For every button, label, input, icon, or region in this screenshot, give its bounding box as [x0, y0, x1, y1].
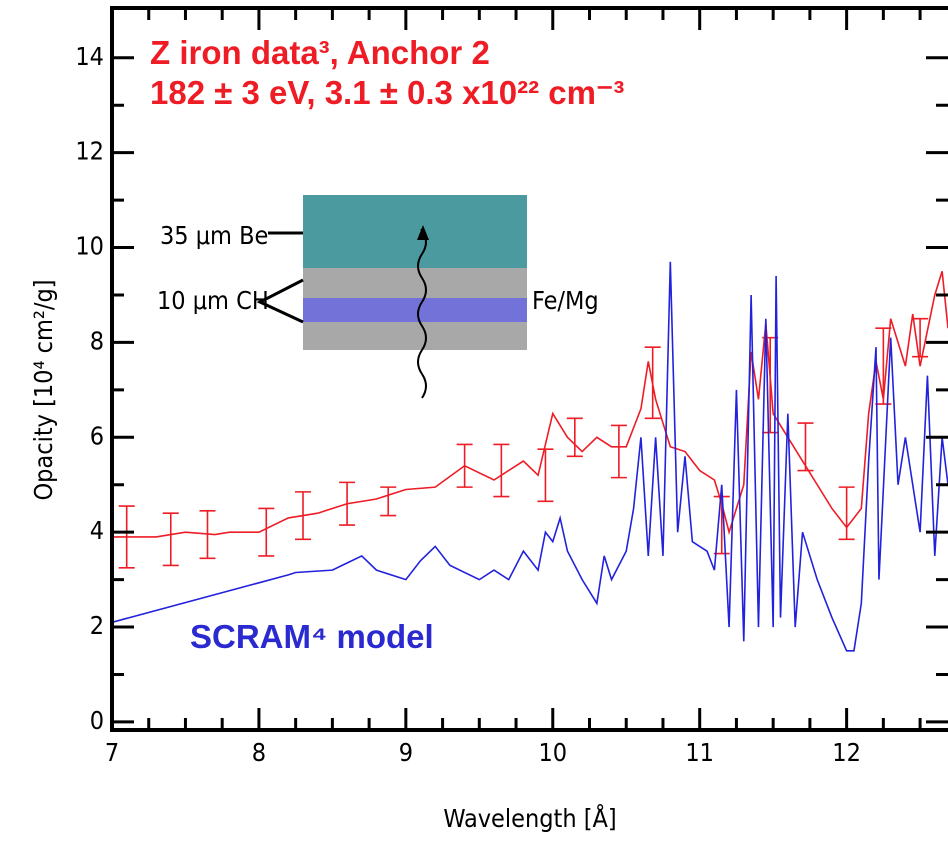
ch-layer	[303, 268, 527, 298]
error-bar	[875, 327, 892, 405]
error-bar	[456, 443, 473, 488]
error-bar	[162, 512, 179, 567]
y-tick-label: 8	[90, 326, 104, 355]
error-bar	[797, 422, 814, 472]
x-axis-label: Wavelength [Å]	[443, 804, 616, 833]
plot-frame	[110, 6, 948, 732]
x-tick-label: 9	[399, 738, 413, 767]
error-bar	[493, 443, 510, 498]
femg-layer	[303, 298, 527, 322]
y-tick-label: 4	[90, 516, 104, 545]
series-line	[112, 261, 948, 652]
y-tick-label: 2	[90, 611, 104, 640]
error-bar	[838, 486, 855, 541]
inset-label: Fe/Mg	[532, 286, 599, 315]
inset-label: 35 μm Be	[160, 221, 268, 250]
x-tick-label: 11	[685, 738, 714, 767]
error-bar	[610, 424, 627, 479]
inset-label: 10 μm CH	[157, 286, 269, 315]
error-bar	[644, 346, 661, 420]
annotation: Z iron data³, Anchor 2	[150, 34, 490, 71]
arrow-head	[417, 225, 429, 240]
x-tick-label: 12	[832, 738, 861, 767]
y-tick-label: 0	[90, 706, 104, 735]
x-tick-label: 10	[538, 738, 567, 767]
plot-area	[112, 261, 948, 652]
y-tick-label: 14	[75, 42, 104, 71]
y-tick-label: 12	[75, 137, 104, 166]
error-bar	[566, 417, 583, 458]
error-bar	[199, 510, 216, 560]
annotation: 182 ± 3 eV, 3.1 ± 0.3 x10²² cm⁻³	[150, 74, 624, 111]
error-bar	[339, 481, 356, 526]
y-tick-label: 6	[90, 421, 104, 450]
x-tick-label: 8	[252, 738, 266, 767]
leader	[256, 278, 304, 324]
inset-diagram: 35 μm Be 10 μm CH Fe/Mg	[157, 195, 599, 399]
error-bar	[118, 505, 135, 569]
y-axis-label: Opacity [10⁴ cm²/g]	[29, 279, 58, 500]
y-tick-label: 10	[75, 232, 104, 261]
error-bar	[258, 507, 275, 557]
xray-arrow	[417, 229, 427, 399]
error-bar	[295, 491, 312, 541]
series-line	[112, 271, 948, 538]
ch-layer	[303, 322, 527, 350]
error-bar	[380, 486, 397, 517]
be-layer	[303, 195, 527, 268]
error-bar	[537, 448, 554, 503]
x-tick-label: 7	[105, 738, 119, 767]
annotation: SCRAM⁴ model	[190, 618, 434, 655]
error-bar	[912, 317, 929, 358]
